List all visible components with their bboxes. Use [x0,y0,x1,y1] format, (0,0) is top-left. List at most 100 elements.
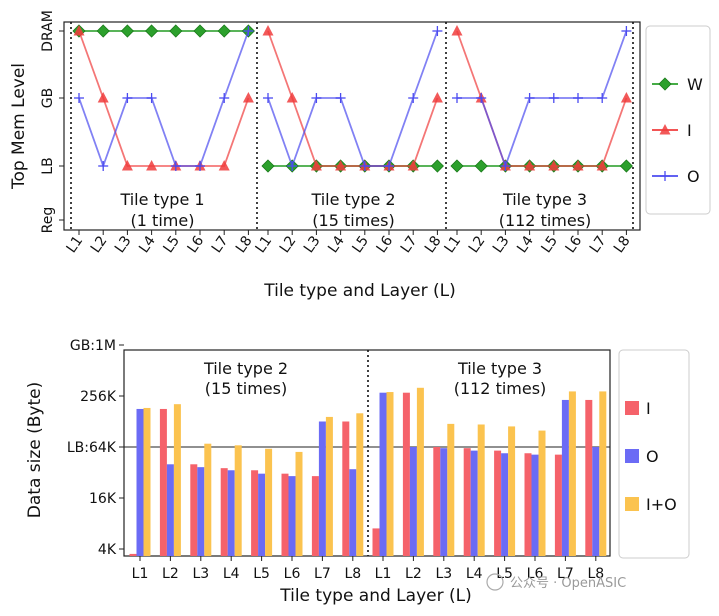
watermark-text: 公众号 · OpenASIC [510,576,626,591]
data-point [262,25,274,36]
bar [531,454,539,556]
x-tick-label: L8 [422,233,445,256]
x-tick-label: L7 [209,233,232,256]
legend-marker [659,124,671,135]
bar [318,421,326,556]
x-tick-label: L4 [223,566,240,582]
x-tick-label: L2 [277,233,300,256]
x-tick-label: L3 [435,566,452,582]
legend-marker [660,171,670,181]
x-tick-label: L2 [162,566,179,582]
data-point [597,93,608,103]
legend: I O I+O [618,349,690,559]
data-point [621,26,632,36]
x-tick-label: L8 [233,233,256,256]
bar [416,387,424,556]
bar [508,426,516,556]
bar [173,404,181,556]
bar [463,448,471,556]
y-tick-label: 16K [89,491,117,507]
bar [477,424,485,556]
data-point [524,93,535,103]
data-point [524,160,536,171]
series-i-plus-o [143,387,607,556]
bar [561,399,569,556]
data-point [335,160,347,171]
bar [166,464,174,556]
x-tick-label: L3 [490,233,513,256]
bar [204,443,212,556]
legend-label: I [687,121,692,140]
legend-label: I+O [646,495,677,514]
x-tick-label: L4 [136,233,159,256]
bar [440,448,448,556]
data-point [73,25,85,36]
x-axis-label: Tile type and Layer (L) [263,281,455,301]
bar [190,464,198,556]
legend-swatch [625,401,639,415]
x-tick-label: L5 [160,233,183,256]
data-point [121,160,133,171]
data-point [596,160,608,171]
data-point [195,161,205,171]
y-tick-label: LB:64K [67,440,117,456]
data-point [261,159,275,173]
data-point [218,160,230,171]
data-point [573,93,583,103]
data-point [476,93,487,103]
bar [494,450,502,556]
bar [402,392,410,556]
bar [356,413,364,556]
bar [227,470,235,556]
bar [592,447,600,556]
data-point [120,24,134,38]
data-point [169,24,183,38]
y-tick-label: 256K [80,389,117,405]
y-tick-label: Reg [40,207,56,234]
bar [379,392,387,556]
y-tick-label: DRAM [40,10,56,52]
panel-subtitle: (15 times) [205,379,287,398]
data-point [287,161,298,171]
data-point [450,159,464,173]
x-tick-label: L3 [192,566,209,582]
data-point [242,92,254,103]
legend-label: I [646,399,651,418]
data-point [430,159,444,173]
legend-label: W [687,75,703,94]
data-size-chart: 4K 16K LB:64K 256K GB:1M Data size (Byte) Tile… [25,338,690,606]
data-point [572,160,584,171]
bar [470,450,478,556]
bar [258,473,266,556]
x-tick-label: L5 [349,233,372,256]
data-point [263,93,273,103]
data-point [500,161,511,171]
bar [251,470,259,556]
x-tick-label: L5 [496,566,513,582]
data-point [98,161,109,171]
legend-swatch [625,449,639,463]
data-point [145,24,159,38]
data-point [311,93,322,103]
y-axis-label: Top Mem Level [9,63,29,190]
legend: W I O [645,25,711,215]
panel-title: Tile type 2 [203,359,288,378]
bar [288,476,296,556]
data-point [193,24,207,38]
data-point [243,26,254,36]
panel-subtitle: (112 times) [454,379,547,398]
bar [447,423,455,556]
bar [599,391,607,556]
plot-frame [123,349,611,557]
y-tick-label: 4K [98,542,117,558]
bar [265,448,273,556]
series-line [78,30,250,169]
x-tick-label: L6 [284,566,301,582]
bar [129,553,137,556]
x-tick-label: L4 [325,233,348,256]
bar [372,528,380,556]
data-point [452,93,462,103]
watermark: 公众号 · OpenASIC [486,573,626,591]
data-point [548,160,560,171]
